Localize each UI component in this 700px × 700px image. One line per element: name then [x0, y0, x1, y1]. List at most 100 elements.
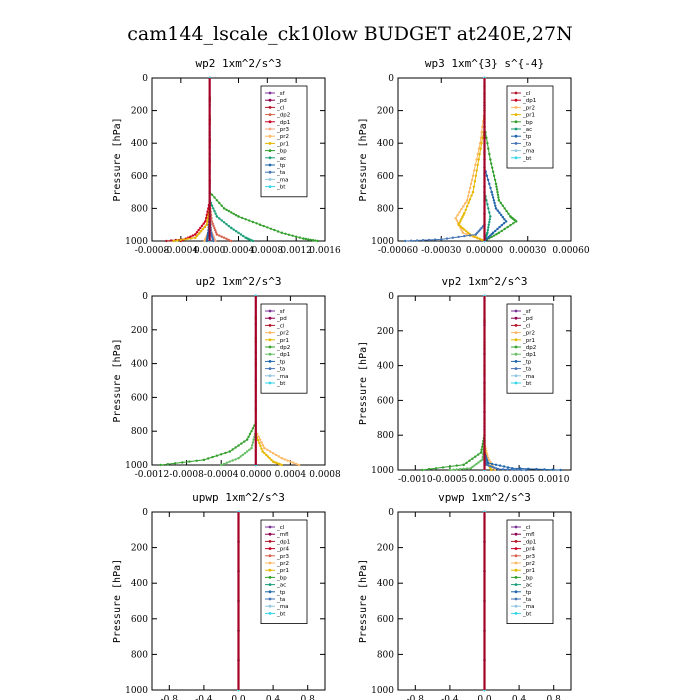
series-point	[479, 451, 483, 454]
series-point	[471, 174, 475, 177]
legend-marker	[268, 163, 272, 167]
series-point	[466, 199, 469, 202]
legend-label: _pd	[276, 316, 287, 322]
series-point	[462, 214, 465, 217]
series-point	[477, 461, 480, 464]
legend-marker	[514, 331, 518, 334]
series-point	[505, 209, 508, 213]
series-point	[302, 237, 305, 240]
x-tick-label: 0.0	[231, 695, 246, 700]
series-point	[440, 238, 443, 241]
series-point	[488, 152, 491, 156]
series-point	[500, 224, 503, 227]
series-point	[261, 444, 265, 447]
series-point	[176, 239, 179, 242]
series-point	[512, 222, 515, 225]
legend-label: _tp	[276, 163, 286, 169]
series-point	[487, 223, 490, 226]
series-point	[489, 158, 492, 161]
series-point	[276, 230, 280, 233]
legend-label: _dp1	[522, 352, 536, 358]
legend-marker	[514, 540, 518, 543]
series-point	[205, 223, 208, 226]
x-tick-label: 0.8	[547, 695, 562, 700]
series-point	[473, 180, 477, 183]
series-point	[172, 239, 175, 243]
legend-marker	[514, 316, 518, 320]
series-point	[215, 454, 219, 457]
series-point	[222, 236, 226, 239]
series-point	[256, 439, 260, 442]
x-tick-label: 0.0016	[309, 246, 341, 256]
series-point	[448, 468, 452, 472]
legend-label: _dp1	[276, 352, 290, 358]
y-axis-label: Pressure [hPa]	[358, 117, 369, 201]
legend-label: _ta	[276, 170, 285, 176]
series-point	[464, 208, 467, 211]
legend-label: _ma	[522, 604, 534, 610]
series-point	[497, 467, 500, 471]
legend-marker	[268, 134, 272, 138]
series-point	[295, 462, 298, 466]
series-point	[463, 228, 466, 231]
legend-marker	[514, 149, 518, 153]
legend-marker	[268, 185, 272, 189]
series-point	[280, 231, 283, 234]
series-point	[493, 466, 496, 469]
series-point	[489, 460, 492, 464]
series-point	[475, 462, 478, 466]
series-point	[467, 201, 470, 204]
legend-marker	[268, 568, 272, 572]
legend-label: _bt	[522, 611, 532, 617]
legend-marker	[514, 309, 518, 313]
series-point	[280, 463, 283, 467]
legend-label: _tp	[276, 359, 286, 365]
x-tick-label: 0.00030	[509, 246, 546, 256]
series-point	[511, 468, 514, 471]
legend-label: _pd	[276, 98, 287, 104]
series-point	[486, 142, 489, 145]
series-point	[477, 453, 480, 456]
series-point	[475, 169, 478, 172]
series-point	[506, 225, 509, 229]
legend-marker	[268, 374, 272, 378]
legend-label: _cl	[276, 105, 285, 111]
series-point	[496, 227, 499, 231]
x-tick-label: 0.0004	[223, 246, 255, 256]
series-point	[266, 226, 269, 229]
series-point	[286, 459, 289, 462]
y-tick-label: 400	[131, 360, 148, 370]
series-point	[289, 460, 292, 463]
series-point	[500, 229, 503, 233]
legend-label: _dp2	[276, 345, 290, 351]
legend-marker	[268, 576, 272, 579]
x-tick-label: -0.0004	[164, 246, 199, 256]
series-point	[471, 465, 474, 468]
series-point	[213, 226, 216, 230]
series-point	[194, 236, 197, 239]
x-tick-label: 0.4	[512, 695, 527, 700]
series-point	[206, 218, 209, 221]
series-point	[502, 465, 506, 468]
series-line-dp1	[221, 296, 257, 466]
panel-title: vp2 1xm^2/s^3	[441, 275, 527, 288]
y-tick-label: 600	[377, 172, 394, 182]
legend-marker	[268, 316, 272, 320]
series-point	[194, 233, 197, 236]
panel-title: upwp 1xm^2/s^3	[192, 491, 285, 504]
series-point	[495, 188, 499, 191]
series-point	[248, 219, 251, 222]
series-point	[509, 224, 512, 227]
series-point	[465, 233, 468, 236]
legend-marker	[268, 142, 272, 145]
series-point	[498, 211, 501, 214]
legend-marker	[514, 156, 518, 160]
panel-title: up2 1xm^2/s^3	[195, 275, 281, 288]
series-point	[404, 239, 407, 243]
series-point	[237, 215, 240, 218]
series-point	[459, 219, 462, 223]
panel-3: up2 1xm^2/s^3 Pressure [hPa] 0 200 400 600 800…	[112, 275, 341, 480]
series-point	[222, 221, 226, 224]
series-point	[468, 459, 471, 462]
series-point	[476, 152, 479, 156]
